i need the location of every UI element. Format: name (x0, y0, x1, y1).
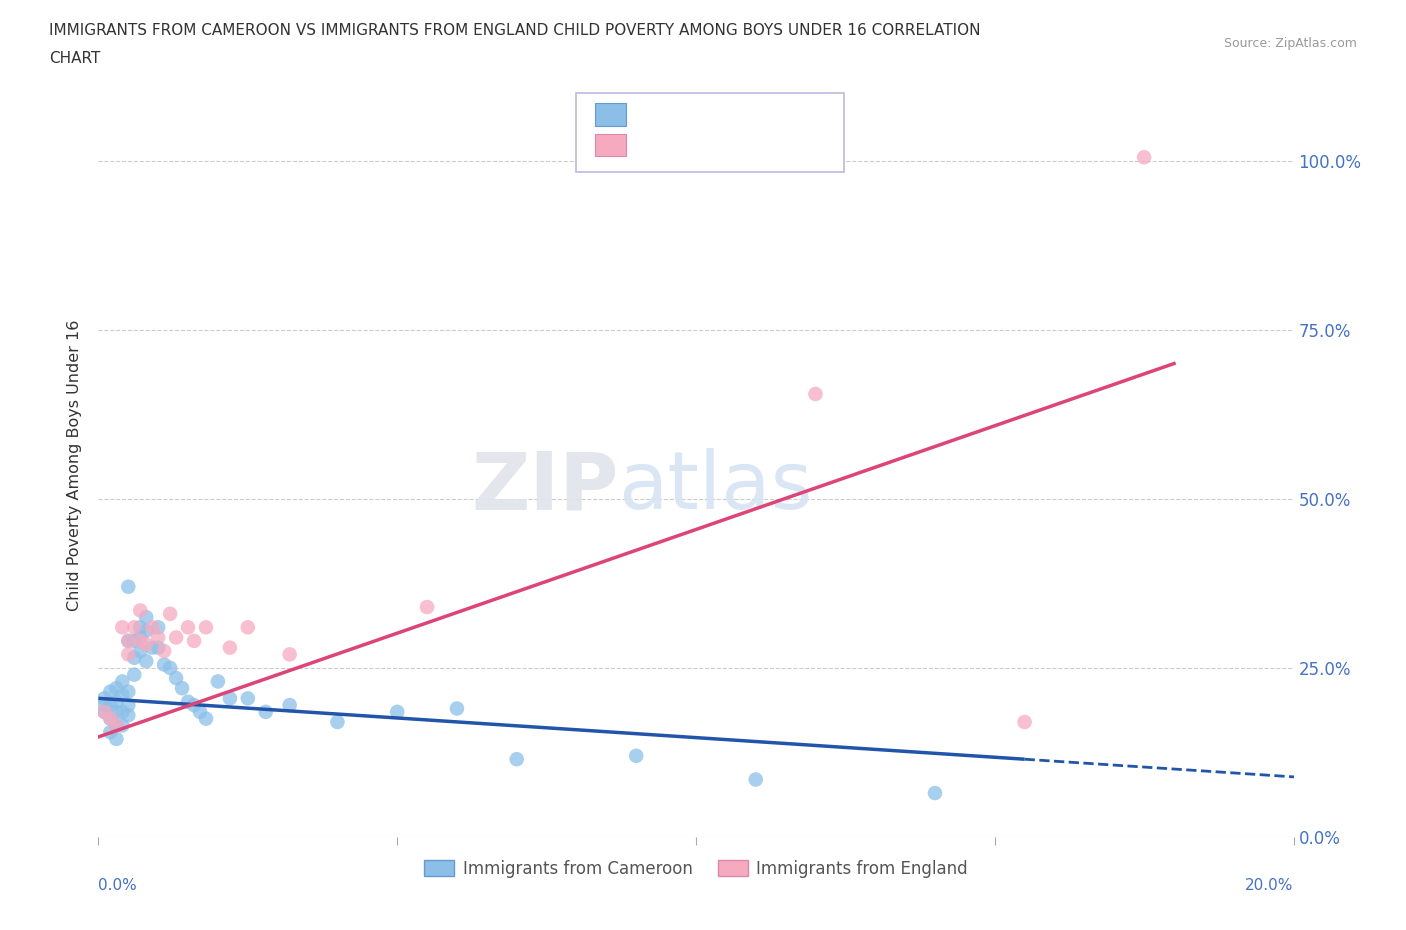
Point (124, 667, 146, 682)
Point (124, 620, 146, 635)
Y-axis label: Child Poverty Among Boys Under 16: Child Poverty Among Boys Under 16 (67, 319, 83, 611)
Legend: Immigrants from Cameroon, Immigrants from England: Immigrants from Cameroon, Immigrants fro… (418, 853, 974, 884)
Point (804, 387, 827, 402)
Point (111, 704, 134, 719)
Point (1133, 150, 1156, 165)
Text: 0.0%: 0.0% (98, 878, 138, 893)
Point (98, 724, 122, 739)
Point (219, 640, 242, 655)
Point (124, 633, 146, 648)
Point (117, 684, 139, 699)
Point (129, 644, 152, 658)
Point (111, 620, 134, 635)
Point (207, 674, 229, 689)
Point (105, 695, 128, 710)
Point (117, 708, 139, 723)
Point (98, 711, 122, 726)
Point (148, 620, 170, 635)
Text: CHART: CHART (49, 51, 101, 66)
Text: -0.244: -0.244 (665, 107, 724, 125)
Point (219, 691, 242, 706)
Point (236, 620, 259, 635)
Point (93, 704, 115, 719)
Point (93, 704, 115, 719)
Point (148, 640, 170, 655)
Point (177, 695, 200, 710)
Point (117, 633, 139, 648)
Point (153, 658, 176, 672)
Point (326, 714, 349, 729)
Point (141, 640, 163, 655)
Point (111, 718, 134, 733)
Point (745, 772, 768, 787)
Point (195, 620, 218, 635)
Point (117, 647, 139, 662)
Point (148, 630, 170, 644)
Text: R =: R = (634, 138, 671, 155)
Point (165, 630, 187, 644)
Point (135, 610, 157, 625)
Point (135, 637, 157, 652)
Point (111, 674, 134, 689)
Point (129, 620, 152, 635)
Point (183, 633, 205, 648)
Point (98, 711, 122, 726)
Point (105, 681, 128, 696)
Point (236, 691, 259, 706)
Point (98, 684, 122, 699)
Text: N =: N = (731, 107, 768, 125)
Point (117, 633, 139, 648)
Point (446, 701, 468, 716)
Point (124, 650, 146, 665)
Point (105, 704, 128, 719)
Point (135, 654, 157, 669)
Text: Source: ZipAtlas.com: Source: ZipAtlas.com (1223, 37, 1357, 50)
Point (129, 630, 152, 644)
Text: IMMIGRANTS FROM CAMEROON VS IMMIGRANTS FROM ENGLAND CHILD POVERTY AMONG BOYS UND: IMMIGRANTS FROM CAMEROON VS IMMIGRANTS F… (49, 23, 981, 38)
Text: 20.0%: 20.0% (1246, 878, 1294, 893)
Point (141, 620, 163, 635)
Point (105, 718, 128, 733)
Point (195, 711, 218, 726)
Point (924, 786, 946, 801)
Point (159, 660, 181, 675)
Text: atlas: atlas (619, 448, 813, 526)
Point (183, 698, 205, 712)
Text: R =: R = (634, 107, 671, 125)
Point (172, 681, 194, 696)
Text: N =: N = (731, 138, 768, 155)
Point (177, 620, 200, 635)
Text: ZIP: ZIP (471, 448, 619, 526)
Point (105, 732, 128, 747)
Point (385, 704, 409, 719)
Point (117, 698, 139, 712)
Point (626, 749, 648, 764)
Point (93, 698, 115, 712)
Point (105, 718, 128, 733)
Point (254, 704, 277, 719)
Point (135, 623, 157, 638)
Point (117, 579, 139, 594)
Point (159, 606, 181, 621)
Point (188, 704, 211, 719)
Point (129, 633, 152, 648)
Point (278, 647, 301, 662)
Point (98, 698, 122, 712)
Text: 0.541: 0.541 (665, 138, 717, 155)
Text: 25: 25 (759, 138, 782, 155)
Point (165, 671, 187, 685)
Text: 53: 53 (759, 107, 782, 125)
Point (153, 644, 176, 658)
Point (129, 603, 152, 618)
Point (278, 698, 301, 712)
Point (416, 600, 439, 615)
Point (506, 751, 529, 766)
Point (93, 691, 115, 706)
Point (111, 687, 134, 702)
Point (1014, 714, 1036, 729)
